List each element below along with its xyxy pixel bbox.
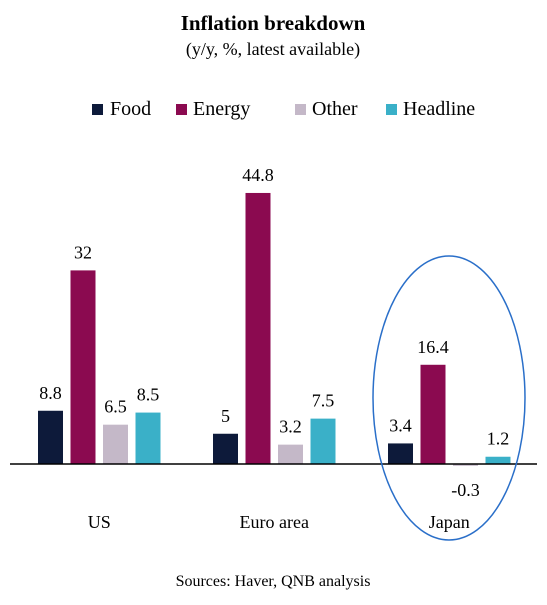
bar-euro-area-energy bbox=[245, 192, 271, 464]
value-label-us-food: 8.8 bbox=[39, 383, 62, 403]
bar-euro-area-food bbox=[213, 433, 238, 464]
bar-us-food bbox=[38, 410, 63, 464]
legend-swatch-food bbox=[92, 104, 103, 115]
value-label-us-headline: 8.5 bbox=[137, 385, 160, 405]
bar-japan-energy bbox=[420, 364, 446, 464]
bar-us-energy bbox=[70, 270, 96, 464]
category-label-euro-area: Euro area bbox=[240, 512, 309, 532]
legend-label-food: Food bbox=[110, 98, 151, 120]
source-note: Sources: Haver, QNB analysis bbox=[176, 573, 371, 590]
legend-label-headline: Headline bbox=[403, 98, 475, 120]
value-label-euro-area-other: 3.2 bbox=[279, 417, 302, 437]
bar-japan-headline bbox=[485, 456, 511, 464]
chart-title: Inflation breakdown bbox=[181, 11, 366, 35]
value-label-us-energy: 32 bbox=[74, 242, 92, 262]
value-label-japan-energy: 16.4 bbox=[417, 337, 449, 357]
value-labels-group: 8.8 32 6.5 8.5 5 44.8 3.2 7.5 3.4 16.4 -0.3 1.2 bbox=[39, 165, 509, 500]
legend-swatch-energy bbox=[176, 104, 187, 115]
japan-highlight-ellipse bbox=[372, 255, 526, 541]
value-label-euro-area-food: 5 bbox=[221, 406, 230, 426]
category-label-us: US bbox=[88, 512, 111, 532]
legend-swatch-headline bbox=[386, 104, 397, 115]
legend: Food Energy Other Headline bbox=[92, 98, 475, 120]
chart-subtitle: (y/y, %, latest available) bbox=[186, 39, 360, 60]
value-label-us-other: 6.5 bbox=[104, 397, 127, 417]
legend-label-other: Other bbox=[312, 98, 358, 120]
category-label-japan: Japan bbox=[429, 512, 470, 532]
value-label-japan-food: 3.4 bbox=[389, 415, 412, 435]
category-labels-group: US Euro area Japan bbox=[88, 512, 470, 532]
bar-euro-area-headline bbox=[310, 418, 336, 464]
value-label-euro-area-energy: 44.8 bbox=[242, 165, 274, 185]
legend-label-energy: Energy bbox=[193, 98, 250, 120]
legend-swatch-other bbox=[295, 104, 306, 115]
bar-us-other bbox=[103, 424, 128, 464]
value-label-euro-area-headline: 7.5 bbox=[312, 391, 335, 411]
bars-group bbox=[38, 192, 511, 466]
value-label-japan-other: -0.3 bbox=[451, 480, 480, 500]
bar-euro-area-other bbox=[278, 444, 303, 464]
bar-us-headline bbox=[135, 412, 161, 464]
bar-japan-food bbox=[388, 443, 413, 464]
value-label-japan-headline: 1.2 bbox=[487, 429, 510, 449]
bar-japan-other bbox=[453, 464, 478, 466]
